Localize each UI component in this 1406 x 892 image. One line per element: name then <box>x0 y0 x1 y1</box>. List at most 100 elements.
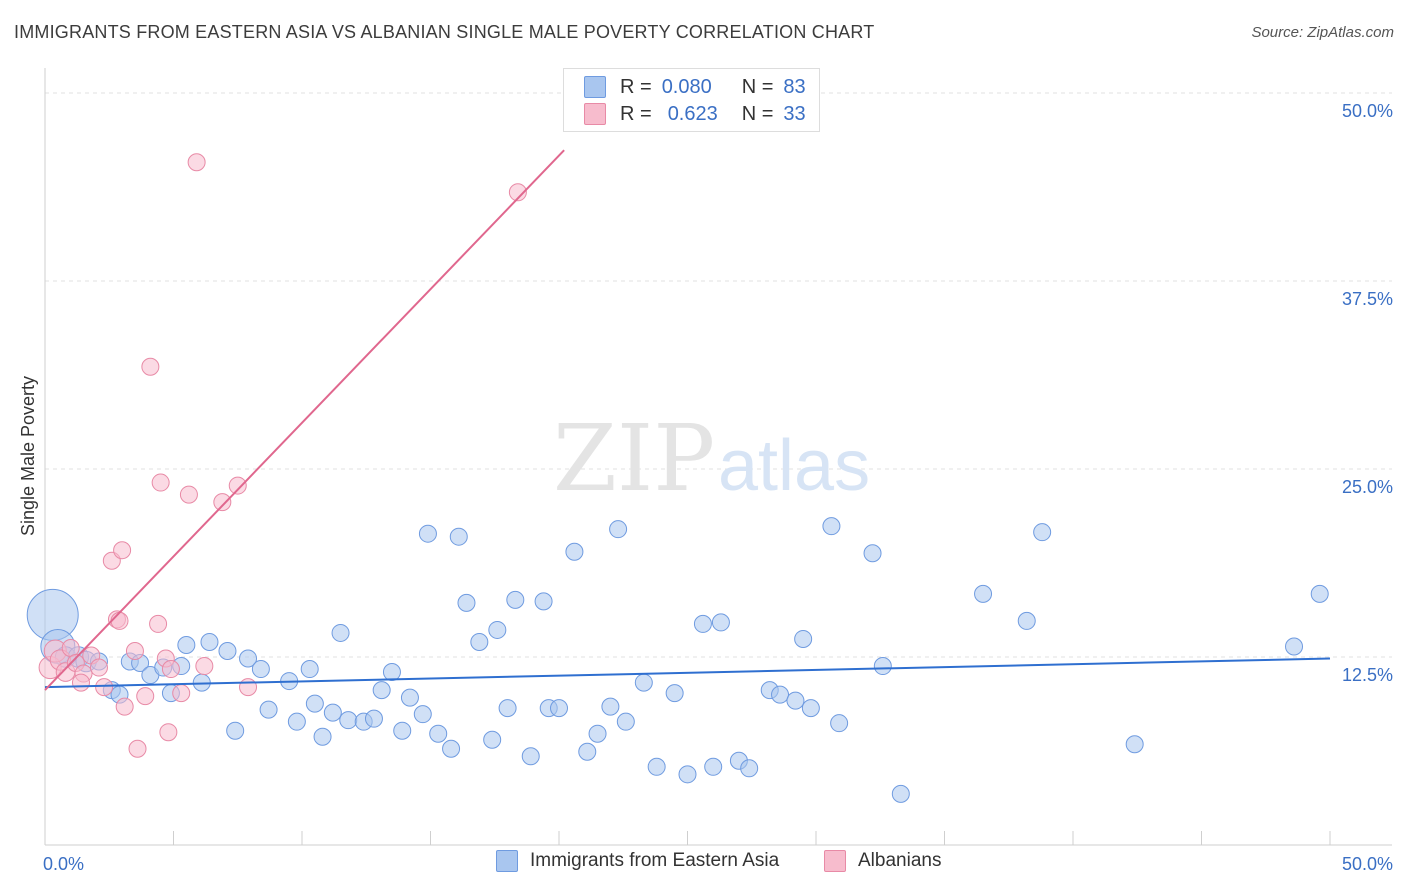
x-tick-label: 0.0% <box>43 854 84 874</box>
point-eastern-asia <box>786 691 805 710</box>
point-eastern-asia <box>488 620 507 639</box>
point-eastern-asia <box>429 724 448 743</box>
point-eastern-asia <box>1310 584 1329 603</box>
legend-n-label: N = <box>741 75 774 98</box>
point-albanians <box>128 739 147 758</box>
chart-title: IMMIGRANTS FROM EASTERN ASIA VS ALBANIAN… <box>14 22 875 42</box>
point-eastern-asia <box>891 784 910 803</box>
bottom-legend-swatch-series2 <box>824 850 846 872</box>
point-eastern-asia <box>287 712 306 731</box>
legend-r-label: R = <box>620 102 652 125</box>
point-eastern-asia <box>177 635 196 654</box>
point-eastern-asia <box>442 739 461 758</box>
point-albanians <box>71 673 90 692</box>
point-eastern-asia <box>521 747 540 766</box>
point-eastern-asia <box>550 699 568 718</box>
point-albanians <box>61 638 80 657</box>
point-eastern-asia <box>1285 637 1304 656</box>
point-albanians <box>136 687 155 706</box>
bottom-legend-series2: Albanians <box>824 850 941 872</box>
legend-r-label: R = <box>620 75 652 98</box>
y-tick-label: 50.0% <box>1342 101 1393 121</box>
point-eastern-asia <box>609 520 628 539</box>
point-eastern-asia <box>771 685 790 704</box>
point-albanians <box>151 473 170 492</box>
point-eastern-asia <box>873 657 892 676</box>
legend-r-value: 0.080 <box>661 75 712 98</box>
point-albanians <box>141 357 160 376</box>
legend: R = 0.080 N = 83 R = 0.623 N = 33 <box>563 68 820 132</box>
trend-line-albanians <box>44 149 565 691</box>
point-albanians <box>113 541 132 560</box>
point-albanians <box>228 476 247 495</box>
point-albanians <box>149 614 168 633</box>
watermark-zip: ZIP <box>553 405 715 512</box>
bottom-legend-label-series2: Albanians <box>858 850 942 871</box>
point-eastern-asia <box>418 524 437 543</box>
point-albanians <box>159 723 178 742</box>
point-albanians <box>110 611 129 630</box>
axes <box>44 68 1392 846</box>
point-albanians <box>195 657 214 676</box>
point-eastern-asia <box>506 590 525 609</box>
point-eastern-asia <box>634 673 653 692</box>
point-albanians <box>179 485 198 504</box>
point-albanians <box>95 678 114 697</box>
point-eastern-asia <box>830 714 849 733</box>
y-axis-title: Single Male Poverty <box>18 376 38 536</box>
point-eastern-asia <box>457 593 476 612</box>
point-eastern-asia <box>647 757 666 776</box>
legend-n-value: 83 <box>783 75 806 98</box>
point-eastern-asia <box>470 632 489 651</box>
point-albanians <box>89 658 108 677</box>
point-eastern-asia <box>601 697 620 716</box>
point-eastern-asia <box>331 623 350 642</box>
point-eastern-asia <box>413 705 432 724</box>
point-eastern-asia <box>665 684 684 703</box>
legend-n-value: 33 <box>783 102 806 125</box>
legend-swatch-series2 <box>584 103 606 125</box>
point-eastern-asia <box>323 703 342 722</box>
legend-n-label: N = <box>741 102 774 125</box>
point-eastern-asia <box>400 688 419 707</box>
trend-line-eastern-asia <box>44 657 1331 689</box>
point-eastern-asia <box>483 730 502 749</box>
point-eastern-asia <box>863 544 882 563</box>
point-eastern-asia <box>565 542 584 561</box>
bottom-legend-swatch-series1 <box>496 850 518 872</box>
point-albanians <box>187 153 206 172</box>
point-albanians <box>508 183 527 202</box>
point-eastern-asia <box>305 694 324 713</box>
point-albanians <box>161 660 180 679</box>
y-tick-label: 12.5% <box>1342 665 1393 685</box>
point-eastern-asia <box>678 765 697 784</box>
point-eastern-asia <box>794 629 813 648</box>
point-eastern-asia <box>1017 611 1036 630</box>
y-tick-label: 37.5% <box>1342 289 1393 309</box>
point-eastern-asia <box>449 527 468 546</box>
bottom-legend-series1: Immigrants from Eastern Asia <box>496 850 779 872</box>
point-eastern-asia <box>974 584 993 603</box>
point-eastern-asia <box>578 742 597 761</box>
point-eastern-asia <box>801 699 820 718</box>
legend-r-value: 0.623 <box>667 102 718 125</box>
source-label: Source: ZipAtlas.com <box>1251 24 1394 41</box>
point-eastern-asia <box>372 681 391 700</box>
point-eastern-asia <box>259 700 278 719</box>
point-eastern-asia <box>822 517 841 536</box>
point-eastern-asia <box>364 709 383 728</box>
legend-row-series2: R = 0.623 N = 33 <box>584 101 806 127</box>
legend-row-series1: R = 0.080 N = 83 <box>584 74 806 100</box>
point-albanians <box>125 641 144 660</box>
point-eastern-asia <box>226 721 245 740</box>
y-tick-label: 25.0% <box>1342 477 1393 497</box>
watermark: ZIP atlas <box>553 405 870 512</box>
point-albanians <box>172 684 191 703</box>
point-eastern-asia <box>382 663 401 682</box>
point-albanians <box>213 493 232 512</box>
point-eastern-asia <box>498 699 517 718</box>
point-albanians <box>239 678 258 697</box>
point-eastern-asia <box>300 660 319 679</box>
point-eastern-asia <box>534 592 553 611</box>
bottom-legend-label-series1: Immigrants from Eastern Asia <box>530 850 780 871</box>
